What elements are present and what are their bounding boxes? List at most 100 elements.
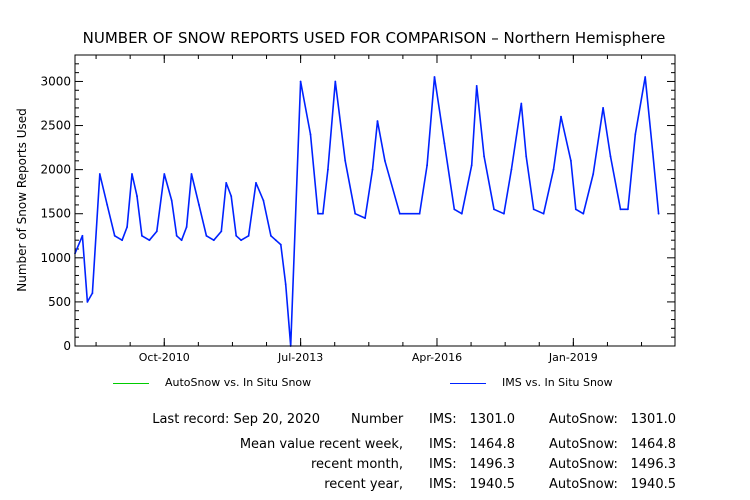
series-point xyxy=(384,159,386,162)
series-point xyxy=(309,133,312,136)
series-point xyxy=(609,155,612,158)
series-point xyxy=(574,208,577,211)
mean-week-label: Mean value recent week, xyxy=(239,437,403,452)
series-point xyxy=(279,243,282,246)
series-line-ims xyxy=(74,76,660,347)
series-point xyxy=(602,107,604,109)
x-tick-label: Jan-2019 xyxy=(548,351,598,364)
legend-autosnow-label: AutoSnow vs. In Situ Snow xyxy=(165,376,312,389)
series-point xyxy=(113,234,116,237)
series-point xyxy=(180,239,183,242)
series-point xyxy=(592,173,595,175)
series-point xyxy=(185,226,188,228)
series-point xyxy=(525,155,528,158)
y-tick-label: 0 xyxy=(63,339,71,353)
y-tick-label: 1000 xyxy=(40,251,71,265)
series-point xyxy=(470,164,473,167)
series-point xyxy=(141,234,143,237)
recent-month-label: recent month, xyxy=(311,457,403,472)
series-layer xyxy=(74,76,660,347)
y-tick-label: 2000 xyxy=(40,163,71,177)
series-point xyxy=(493,208,495,211)
series-point xyxy=(198,204,200,206)
year-ims-label: IMS: xyxy=(429,477,457,492)
series-point xyxy=(205,234,208,237)
series-point xyxy=(582,212,585,215)
last-record: Last record: Sep 20, 2020 xyxy=(152,412,320,427)
series-point xyxy=(270,234,272,237)
y-tick-label: 1500 xyxy=(40,207,71,221)
week-auto-value: 1464.8 xyxy=(630,437,677,452)
series-point xyxy=(532,208,535,211)
series-point xyxy=(235,234,238,237)
series-point xyxy=(520,102,523,105)
series-point xyxy=(619,208,622,211)
series-point xyxy=(570,159,572,162)
snow-reports-chart: NUMBER OF SNOW REPORTS USED FOR COMPARIS… xyxy=(15,29,676,364)
series-point xyxy=(644,76,647,78)
series-point xyxy=(175,234,178,237)
number-ims-label: IMS: xyxy=(429,412,457,427)
number-ims-value: 1301.0 xyxy=(469,412,516,427)
x-axis: Oct-2010 Jul-2013 Apr-2016 Jan-2019 xyxy=(95,55,643,364)
chart-title: NUMBER OF SNOW REPORTS USED FOR COMPARIS… xyxy=(83,29,666,47)
y-tick-label: 3000 xyxy=(40,74,71,88)
y-tick-label: 2500 xyxy=(40,119,71,133)
series-point xyxy=(327,168,329,171)
series-point xyxy=(220,230,223,233)
series-point xyxy=(426,164,428,167)
y-axis: 0 500 1000 1500 2000 2500 3000 xyxy=(40,63,675,353)
week-auto-label: AutoSnow: xyxy=(549,437,618,452)
series-point xyxy=(247,234,250,237)
series-point xyxy=(136,195,138,198)
month-auto-label: AutoSnow: xyxy=(549,457,618,472)
series-point xyxy=(131,173,133,175)
plot-frame xyxy=(74,54,676,347)
series-point xyxy=(121,239,123,242)
series-point xyxy=(317,212,319,215)
series-point xyxy=(299,80,302,83)
series-point xyxy=(230,195,233,198)
series-point xyxy=(354,212,357,215)
year-auto-label: AutoSnow: xyxy=(549,477,618,492)
series-point xyxy=(190,173,193,175)
legend-ims-swatch xyxy=(450,383,486,384)
series-point xyxy=(651,151,654,153)
series-point xyxy=(453,208,456,211)
recent-year-label: recent year, xyxy=(324,477,403,492)
legend-ims-label: IMS vs. In Situ Snow xyxy=(502,376,613,389)
series-point xyxy=(262,199,265,202)
series-point xyxy=(483,155,485,158)
series-point xyxy=(542,212,545,215)
series-point xyxy=(240,239,243,242)
week-ims-value: 1464.8 xyxy=(469,437,516,452)
number-auto-value: 1301.0 xyxy=(630,412,677,427)
series-point xyxy=(255,182,257,184)
series-point xyxy=(364,217,366,220)
series-point xyxy=(274,239,277,242)
series-point xyxy=(170,199,173,202)
series-point xyxy=(344,159,347,162)
series-point xyxy=(98,173,101,175)
month-auto-value: 1496.3 xyxy=(630,457,677,472)
series-point xyxy=(398,212,401,215)
series-point xyxy=(371,168,374,171)
series-point xyxy=(433,76,436,78)
series-point xyxy=(284,283,287,286)
number-auto-label: AutoSnow: xyxy=(549,412,618,427)
y-axis-label: Number of Snow Reports Used xyxy=(15,108,29,291)
series-point xyxy=(91,292,94,294)
series-point xyxy=(418,212,421,215)
series-point xyxy=(155,230,158,233)
x-tick-label: Oct-2010 xyxy=(139,351,190,364)
month-ims-label: IMS: xyxy=(429,457,457,472)
series-point xyxy=(86,301,89,303)
number-label: Number xyxy=(351,412,404,427)
series-point xyxy=(560,115,562,118)
year-auto-value: 1940.5 xyxy=(630,477,677,492)
series-point xyxy=(443,142,446,145)
legend-ims: IMS vs. In Situ Snow xyxy=(450,376,690,394)
x-tick-label: Apr-2016 xyxy=(412,351,462,364)
legend-autosnow-swatch xyxy=(113,383,149,384)
series-point xyxy=(627,208,629,211)
